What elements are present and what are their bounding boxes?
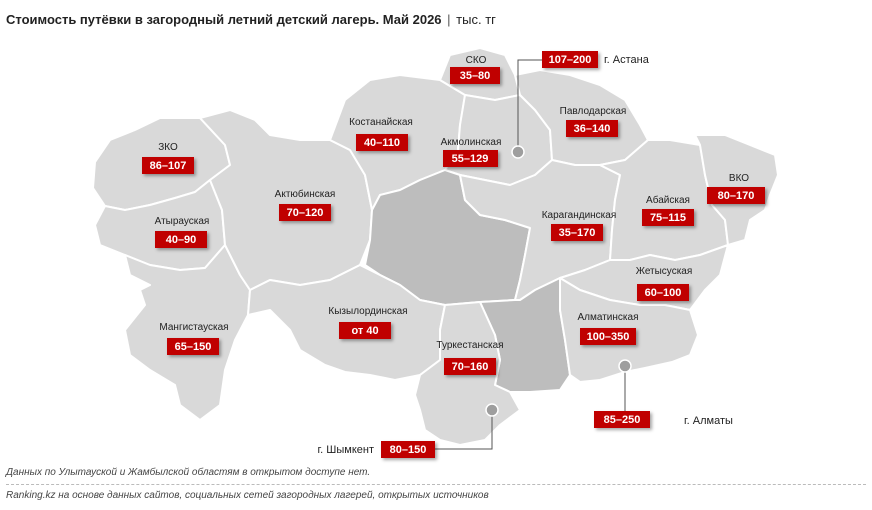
region-name-abai: Абайская bbox=[646, 194, 690, 206]
city-marker-astana[interactable] bbox=[511, 145, 525, 159]
region-value-atyrau: 40–90 bbox=[166, 234, 197, 246]
region-value-vko: 80–170 bbox=[718, 190, 755, 202]
region-name-pavlodar: Павлодарская bbox=[560, 106, 627, 117]
region-value-akmola: 55–129 bbox=[452, 153, 489, 165]
city-value-almaty: 85–250 bbox=[604, 414, 641, 426]
region-value-box-atyrau bbox=[155, 231, 207, 248]
chart-title: Стоимость путёвки в загородный летний де… bbox=[6, 12, 496, 27]
region-name-vko: ВКО bbox=[729, 173, 749, 184]
leader-line-shymkent bbox=[435, 410, 493, 450]
region-value-zhetysu: 60–100 bbox=[645, 287, 682, 299]
region-value-turkestan: 70–160 bbox=[452, 361, 489, 373]
region-name-mangystau: Мангистауская bbox=[159, 322, 228, 333]
source-note: Ranking.kz на основе данных сайтов, соци… bbox=[6, 490, 489, 501]
city-name-shymkent: г. Шымкент bbox=[318, 444, 375, 456]
region-shape-mangystau[interactable] bbox=[124, 244, 251, 421]
region-value-box-kostanay bbox=[356, 134, 408, 151]
city-value-box-astana bbox=[542, 51, 598, 68]
region-value-aktobe: 70–120 bbox=[287, 207, 324, 219]
region-value-box-sko bbox=[450, 67, 500, 84]
city-labels: 107–200 г. Астана 85–250 г. Алматы 80–15… bbox=[318, 51, 733, 458]
leader-line-astana bbox=[517, 59, 542, 152]
region-name-atyrau: Атырауская bbox=[155, 216, 210, 227]
region-value-zko: 86–107 bbox=[150, 160, 187, 172]
region-name-sko: СКО bbox=[466, 55, 487, 66]
region-value-pavlodar: 36–140 bbox=[574, 123, 611, 135]
footnote-missing-data: Данных по Улытауской и Жамбылской област… bbox=[6, 467, 371, 478]
region-labels: СКО 35–80 Костанайская 40–110 Акмолинска… bbox=[142, 55, 765, 375]
region-value-box-vko bbox=[707, 187, 765, 204]
region-value-sko: 35–80 bbox=[460, 70, 491, 82]
region-value-box-almaty bbox=[580, 328, 636, 345]
region-name-zko: ЗКО bbox=[158, 142, 178, 153]
region-name-turkestan: Туркестанская bbox=[436, 340, 503, 351]
region-value-box-kyzylorda bbox=[339, 322, 391, 339]
region-value-box-pavlodar bbox=[566, 120, 618, 137]
region-value-box-aktobe bbox=[279, 204, 331, 221]
region-value-box-mangystau bbox=[167, 338, 219, 355]
region-value-kyzylorda: от 40 bbox=[351, 325, 378, 337]
region-name-karaganda: Карагандинская bbox=[542, 210, 617, 221]
region-name-zhetysu: Жетысуская bbox=[636, 266, 693, 277]
region-name-akmola: Акмолинская bbox=[441, 137, 502, 148]
region-value-box-zko bbox=[142, 157, 194, 174]
city-value-box-shymkent bbox=[381, 441, 435, 458]
city-value-shymkent: 80–150 bbox=[390, 444, 427, 456]
region-name-aktobe: Актюбинская bbox=[275, 188, 336, 200]
city-value-box-almaty bbox=[594, 411, 650, 428]
region-value-abai: 75–115 bbox=[650, 212, 686, 224]
city-markers bbox=[485, 145, 632, 417]
region-value-box-zhetysu bbox=[637, 284, 689, 301]
region-value-kostanay: 40–110 bbox=[364, 137, 400, 149]
region-value-almaty: 100–350 bbox=[587, 331, 630, 343]
region-value-mangystau: 65–150 bbox=[175, 341, 212, 353]
footnote-divider bbox=[6, 484, 866, 485]
city-name-almaty: г. Алматы bbox=[684, 415, 733, 427]
title-separator: | bbox=[447, 12, 451, 27]
region-name-kyzylorda: Кызылординская bbox=[328, 306, 407, 317]
region-value-box-akmola bbox=[443, 150, 498, 167]
city-marker-almaty[interactable] bbox=[618, 359, 632, 373]
region-value-karaganda: 35–170 bbox=[559, 227, 596, 239]
title-unit: тыс. тг bbox=[456, 12, 496, 27]
title-main: Стоимость путёвки в загородный летний де… bbox=[6, 12, 442, 27]
region-value-box-abai bbox=[642, 209, 694, 226]
city-name-astana: г. Астана bbox=[604, 54, 650, 66]
region-value-box-karaganda bbox=[551, 224, 603, 241]
region-name-kostanay: Костанайская bbox=[349, 117, 413, 128]
city-value-astana: 107–200 bbox=[549, 54, 592, 66]
city-marker-shymkent[interactable] bbox=[485, 403, 499, 417]
region-value-box-turkestan bbox=[444, 358, 496, 375]
region-name-almaty: Алматинская bbox=[578, 312, 639, 323]
